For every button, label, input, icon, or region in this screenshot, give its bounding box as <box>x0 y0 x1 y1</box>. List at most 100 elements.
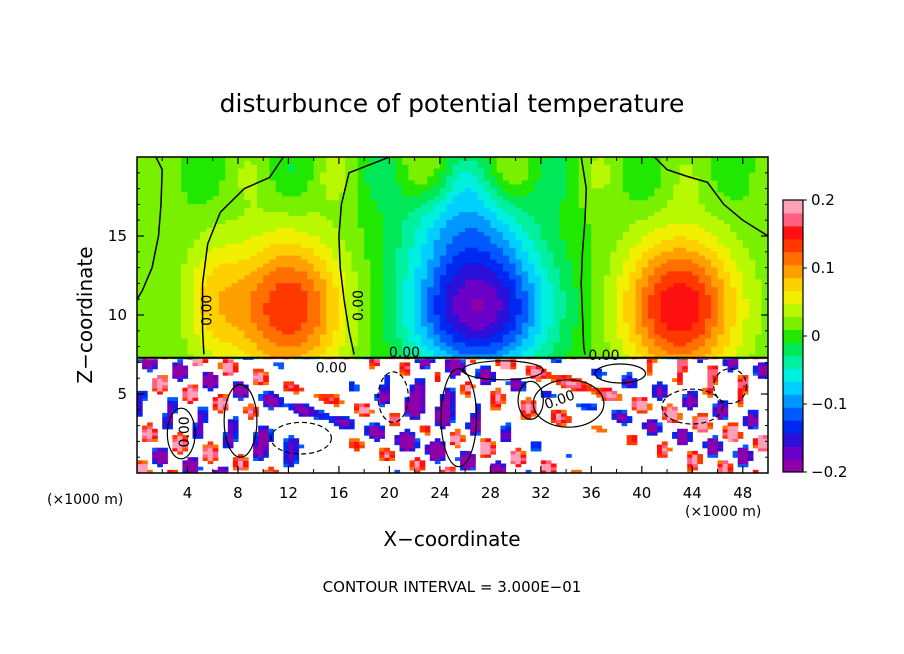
field-cell <box>610 203 618 209</box>
field-cell <box>143 183 151 189</box>
field-cell <box>723 199 731 205</box>
field-cell <box>288 211 296 217</box>
field-cell <box>288 310 296 315</box>
field-cell <box>641 157 649 161</box>
field-cell <box>465 231 473 236</box>
field-cell <box>225 330 233 335</box>
field-cell <box>477 341 485 347</box>
field-cell <box>704 278 712 284</box>
field-cell <box>269 353 277 359</box>
field-cell <box>585 314 592 319</box>
field-cell <box>427 266 435 272</box>
field-cell <box>641 251 649 256</box>
field-cell <box>685 266 693 272</box>
field-cell <box>181 231 189 236</box>
field-cell <box>364 302 372 307</box>
field-cell <box>591 353 599 359</box>
field-cell <box>282 191 290 197</box>
field-cell <box>610 172 618 177</box>
field-cell <box>685 219 693 224</box>
field-cell <box>174 231 182 236</box>
field-cell <box>490 219 498 224</box>
field-cell <box>540 157 548 161</box>
field-cell <box>206 310 214 315</box>
field-cell <box>477 333 485 339</box>
field-cell <box>452 199 460 205</box>
field-cell <box>446 175 454 181</box>
field-cell <box>389 266 397 272</box>
field-cell <box>193 274 201 280</box>
field-cell <box>137 247 144 252</box>
field-cell <box>389 203 397 209</box>
field-cell <box>288 164 296 169</box>
field-cell <box>137 223 144 228</box>
field-cell <box>301 191 308 197</box>
field-cell <box>452 318 460 323</box>
field-cell <box>641 231 649 236</box>
field-cell <box>219 349 226 355</box>
field-cell <box>458 294 466 300</box>
field-cell <box>685 243 693 248</box>
field-cell <box>420 302 428 307</box>
field-cell <box>528 243 536 248</box>
field-cell <box>420 160 428 165</box>
field-cell <box>250 199 258 205</box>
field-cell <box>414 191 422 197</box>
field-cell <box>212 326 220 331</box>
field-cell <box>439 203 447 209</box>
field-cell <box>250 262 258 268</box>
field-cell <box>219 211 226 217</box>
field-cell <box>256 290 264 296</box>
field-cell <box>427 191 435 197</box>
field-cell <box>585 219 592 224</box>
field-cell <box>143 227 151 232</box>
field-cell <box>711 322 719 327</box>
field-cell <box>717 227 725 232</box>
field-cell <box>408 282 416 288</box>
field-cell <box>660 239 668 244</box>
field-cell <box>471 207 479 213</box>
field-cell <box>383 195 390 201</box>
field-cell <box>237 191 245 197</box>
field-cell <box>667 172 674 177</box>
field-cell <box>345 306 353 311</box>
field-cell <box>749 172 756 177</box>
field-cell <box>534 223 542 228</box>
field-cell <box>635 341 643 347</box>
field-cell <box>717 168 725 173</box>
field-cell <box>174 258 182 264</box>
field-cell <box>313 266 321 272</box>
field-cell <box>351 191 359 197</box>
field-cell <box>250 235 258 240</box>
field-cell <box>155 345 163 351</box>
field-cell <box>458 310 466 315</box>
field-cell <box>458 157 466 161</box>
field-cell <box>351 290 359 296</box>
field-cell <box>408 191 416 197</box>
field-cell <box>717 298 725 303</box>
field-cell <box>591 164 599 169</box>
field-cell <box>307 157 315 161</box>
field-cell <box>357 341 365 347</box>
field-cell <box>660 157 668 161</box>
field-cell <box>717 199 725 205</box>
field-cell <box>749 353 756 359</box>
field-cell <box>736 278 744 284</box>
field-cell <box>572 298 580 303</box>
field-cell <box>446 243 454 248</box>
field-cell <box>200 179 208 185</box>
field-cell <box>648 337 656 343</box>
field-cell <box>181 157 189 161</box>
field-cell <box>383 349 390 355</box>
field-cell <box>420 345 428 351</box>
field-cell <box>597 187 605 193</box>
field-cell <box>174 290 182 296</box>
field-cell <box>723 211 731 217</box>
field-cell <box>692 187 700 193</box>
field-cell <box>389 306 397 311</box>
field-cell <box>629 254 637 260</box>
field-cell <box>566 203 573 209</box>
field-cell <box>402 243 409 248</box>
field-cell <box>332 270 340 276</box>
field-cell <box>704 294 712 300</box>
